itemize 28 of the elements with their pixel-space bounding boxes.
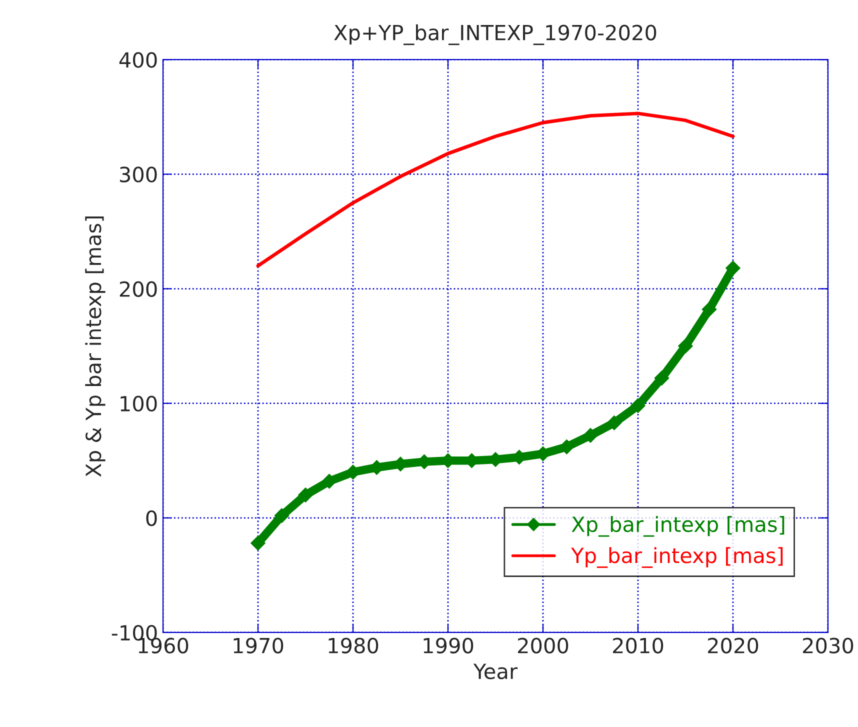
point bbox=[606, 415, 622, 430]
y-tick-label: 200 bbox=[120, 281, 157, 297]
y-tick-label: 100 bbox=[120, 396, 157, 412]
x-tick-label: 2030 bbox=[802, 638, 854, 654]
point bbox=[583, 428, 598, 443]
point bbox=[726, 260, 740, 276]
y-tick-label: 0 bbox=[146, 510, 157, 526]
point bbox=[250, 536, 266, 551]
x-axis-title: Year bbox=[473, 664, 518, 680]
point bbox=[274, 508, 290, 524]
x-tick-label: 1990 bbox=[424, 638, 474, 654]
x-tick-label: 2020 bbox=[708, 638, 758, 654]
x-tick-label: 2010 bbox=[613, 638, 664, 654]
point bbox=[678, 338, 693, 354]
point bbox=[630, 398, 646, 414]
chart-title: Xp+YP_bar_INTEXP_1970-2020 bbox=[334, 24, 656, 46]
point bbox=[702, 302, 717, 317]
x-tick-label: 1980 bbox=[328, 638, 378, 654]
y-tick-label: 300 bbox=[120, 166, 157, 182]
legend-label: Yp_bar_intexp [mas] bbox=[571, 547, 783, 568]
x-tick-label: 2000 bbox=[518, 638, 568, 654]
x-tick-label: 1970 bbox=[234, 638, 284, 654]
y-axis-title: Xp & Yp bar intexp [mas] bbox=[85, 216, 106, 477]
line-series bbox=[256, 112, 735, 268]
legend-label: Xp_bar_intexp [mas] bbox=[572, 516, 784, 537]
point bbox=[298, 488, 313, 502]
y-tick-label: 400 bbox=[119, 52, 157, 68]
point bbox=[654, 370, 670, 386]
